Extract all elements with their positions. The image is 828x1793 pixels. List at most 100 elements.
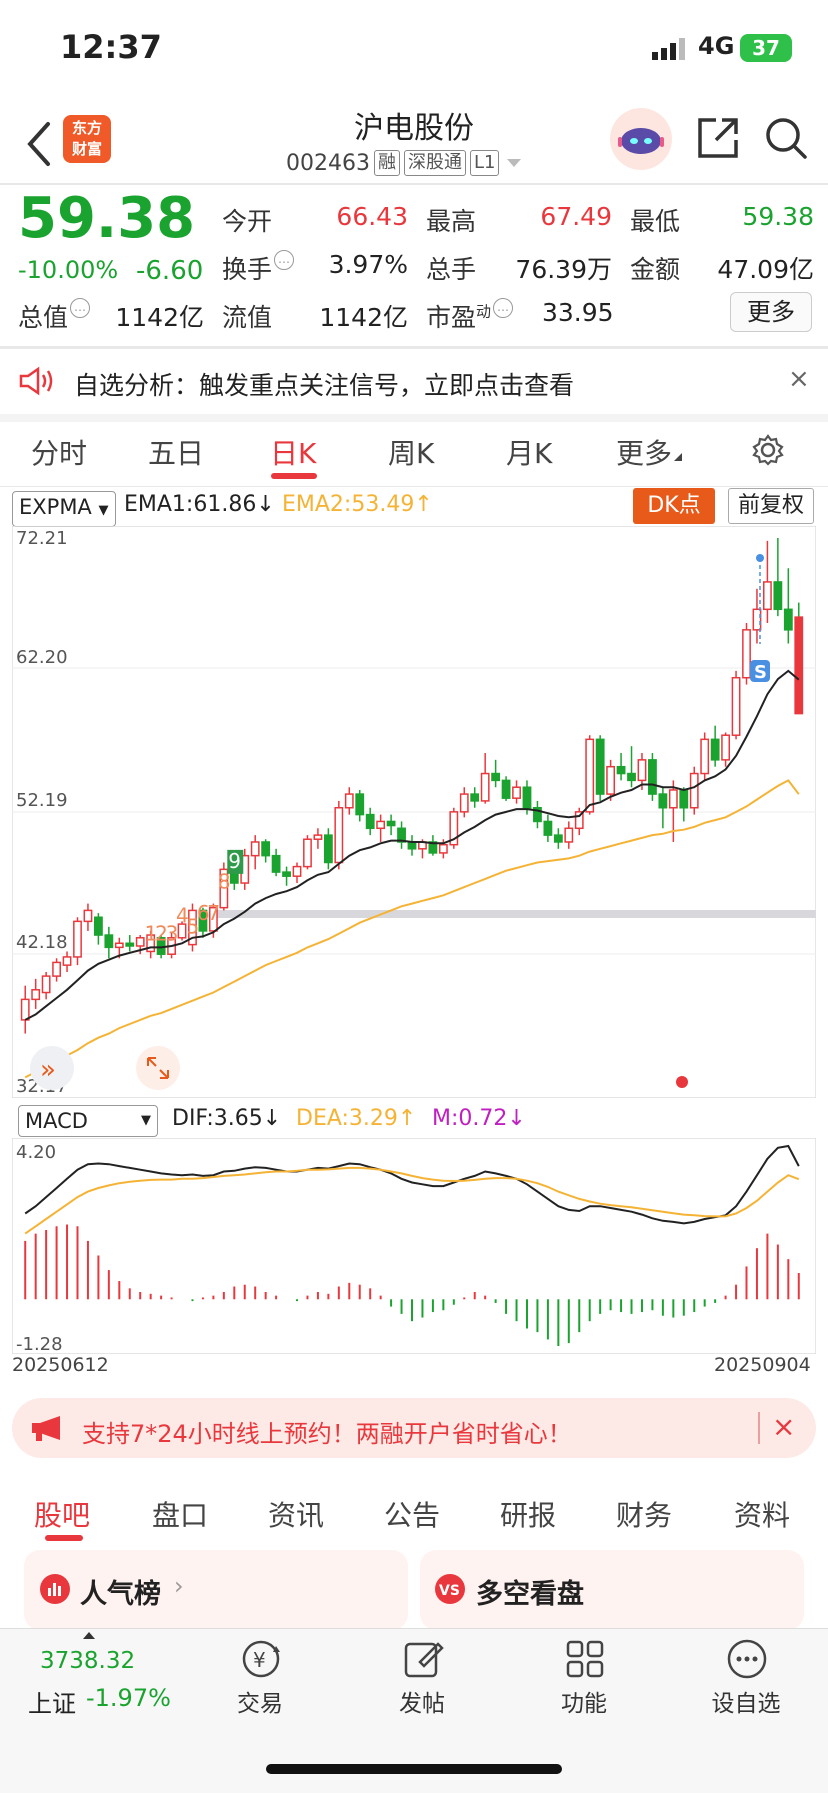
index-value[interactable]: 3738.32 (40, 1648, 136, 1674)
app-logo: 东方 财富 (63, 115, 111, 163)
candle-body (648, 759, 657, 795)
arrow-up-icon: ↑ (397, 1106, 417, 1131)
support-band (212, 910, 816, 918)
more-button[interactable]: 更多 (730, 292, 812, 332)
y-tick: 4.20 (16, 1142, 56, 1163)
card-title: 人气榜 (80, 1579, 161, 1610)
candle-body (512, 786, 521, 799)
close-icon[interactable]: × (788, 364, 810, 394)
buy-marker-badge (227, 849, 244, 874)
macd-frame (12, 1138, 816, 1354)
trade-yen-icon[interactable]: ¥ (240, 1638, 282, 1680)
candle-body (355, 793, 365, 816)
search-icon[interactable] (764, 116, 808, 160)
tag-margin: 融 (373, 150, 400, 176)
candle-body (177, 923, 187, 939)
post-edit-icon[interactable] (402, 1638, 444, 1680)
index-change[interactable]: -1.97% (86, 1684, 171, 1712)
tab-announcements[interactable]: 公告 (384, 1499, 441, 1532)
tab-week-k[interactable]: 周K (388, 437, 435, 470)
active-tab-indicator (271, 473, 317, 479)
fullscreen-button[interactable] (136, 1046, 180, 1090)
expand-left-button[interactable] (30, 1046, 74, 1090)
kline-chart[interactable]: 72.21 62.20 52.19 42.18 32.17 123456789 … (12, 526, 816, 1098)
candle-body (710, 738, 720, 761)
info-icon[interactable]: … (70, 298, 91, 318)
sell-marker[interactable] (750, 660, 770, 682)
tab-five-day[interactable]: 五日 (148, 437, 205, 470)
candle-body (303, 838, 312, 868)
pe-label[interactable]: 市盈动… (426, 298, 514, 334)
candle-body (271, 854, 281, 873)
kline-indicator-select[interactable]: EXPMA ▼ (12, 491, 116, 527)
promo-text[interactable]: 支持7*24小时线上预约！两融开户省时省心！ (82, 1420, 572, 1448)
tab-day-k[interactable]: 日K (270, 437, 317, 470)
kline-indicator-label: EXPMA (19, 495, 92, 519)
more-dots-icon[interactable] (726, 1638, 768, 1680)
settings-gear-icon[interactable] (752, 434, 784, 466)
long-short-card[interactable]: VS 多空看盘 (420, 1550, 804, 1630)
tab-research[interactable]: 研报 (500, 1499, 557, 1532)
network-label: 4G (698, 32, 735, 60)
divider (758, 1412, 760, 1444)
candle-body (31, 989, 41, 1001)
tab-profile[interactable]: 资料 (734, 1499, 791, 1532)
signal-icon (652, 38, 685, 60)
expand-icon (147, 1057, 169, 1079)
volume-value: 76.39万 (515, 255, 612, 284)
adjust-price-button[interactable]: 前复权 (728, 488, 814, 524)
candle-body (533, 807, 542, 823)
candle-body (616, 765, 626, 775)
candle-body (773, 581, 783, 611)
info-icon[interactable]: … (274, 250, 295, 270)
candle-body (334, 807, 344, 864)
share-icon[interactable] (696, 116, 740, 160)
tab-news[interactable]: 资讯 (268, 1499, 325, 1532)
nav-add-watchlist[interactable]: 设自选 (711, 1691, 781, 1717)
event-dot[interactable] (676, 1076, 688, 1088)
index-name[interactable]: 上证 (28, 1690, 76, 1718)
dk-label: DK点 (647, 493, 701, 518)
market-cap-value: 1142亿 (115, 303, 204, 332)
amount-label: 金额 (630, 255, 681, 284)
pe-label-text: 市盈 (426, 303, 477, 332)
function-grid-icon[interactable] (564, 1638, 606, 1680)
market-cap-label[interactable]: 总值… (18, 298, 91, 334)
candle-body (125, 942, 135, 947)
stock-code-row[interactable]: 002463 融 深股通 L1 (286, 150, 525, 176)
tab-pankou[interactable]: 盘口 (152, 1499, 209, 1532)
pe-sup: 动 (476, 302, 492, 321)
nav-trade[interactable]: 交易 (237, 1691, 283, 1717)
candle-body (198, 909, 208, 932)
chevron-down-icon (507, 159, 522, 167)
buy-marker-label: 7 (207, 901, 220, 925)
tab-guba[interactable]: 股吧 (34, 1499, 91, 1532)
svg-text:¥: ¥ (253, 1648, 266, 1672)
candle-body (344, 793, 354, 809)
tab-month-k[interactable]: 月K (506, 437, 553, 470)
notice-text[interactable]: 自选分析：触发重点关注信号，立即点击查看 (74, 371, 575, 400)
close-icon[interactable]: × (772, 1410, 796, 1443)
macd-chart[interactable]: 4.20 -1.28 (12, 1138, 816, 1354)
info-icon[interactable]: … (493, 298, 514, 318)
back-button[interactable] (22, 116, 62, 172)
tab-more[interactable]: 更多 (616, 432, 684, 472)
candle-body (397, 827, 406, 843)
nav-function[interactable]: 功能 (561, 1691, 607, 1717)
dif-legend: DIF:3.65↓ (172, 1106, 281, 1131)
tab-finance[interactable]: 财务 (616, 1499, 673, 1532)
candle-body (553, 834, 563, 843)
turnover-label[interactable]: 换手… (222, 250, 295, 286)
arrow-down-icon: ↓ (256, 492, 275, 517)
nav-post[interactable]: 发帖 (399, 1691, 445, 1717)
divider (0, 346, 828, 349)
dif-line (24, 1144, 800, 1225)
macd-indicator-select[interactable]: MACD ▼ (18, 1105, 158, 1137)
robot-assistant-icon[interactable] (610, 108, 672, 170)
dk-point-button[interactable]: DK点 (633, 488, 715, 524)
tab-intraday[interactable]: 分时 (31, 437, 88, 470)
popularity-card[interactable]: 人气榜 › (24, 1550, 408, 1630)
battery-icon: 37 (740, 34, 792, 62)
promo-banner[interactable] (12, 1398, 816, 1458)
turnover-label-text: 换手 (222, 255, 273, 284)
